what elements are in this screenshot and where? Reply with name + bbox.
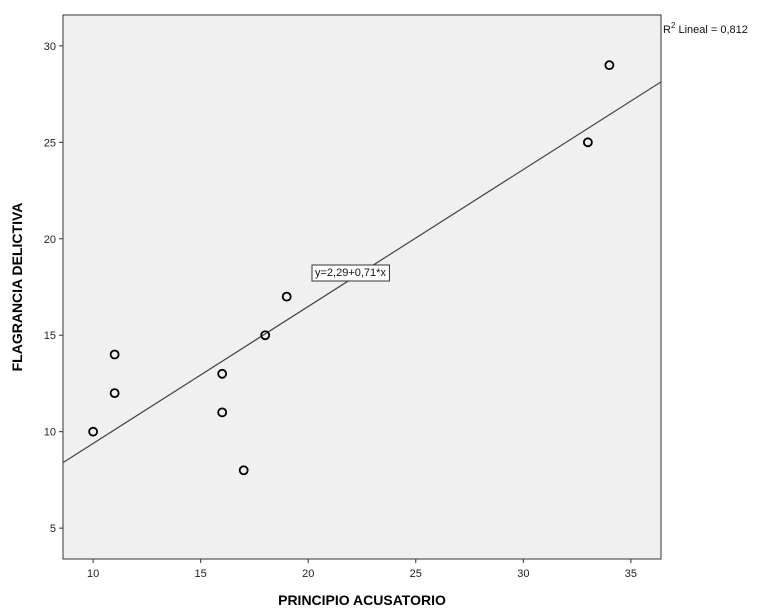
x-axis-ticks: 10 15 20 25 30 35 — [87, 559, 637, 580]
equation-label: y=2,29+0,71*x — [311, 264, 390, 282]
x-tick-label: 30 — [517, 568, 529, 580]
data-point — [217, 407, 228, 418]
x-axis-title: PRINCIPIO ACUSATORIO — [278, 592, 446, 608]
y-axis-ticks: 5 10 15 20 25 30 — [44, 41, 63, 535]
equation-box — [311, 264, 390, 282]
y-tick-label: 15 — [44, 330, 56, 342]
data-points — [88, 60, 615, 476]
x-tick-label: 25 — [410, 568, 422, 580]
data-point — [281, 291, 292, 302]
r-squared-label: R2 Lineal = 0,812 — [663, 21, 748, 36]
plot-area — [62, 14, 662, 560]
x-tick-label: 20 — [302, 568, 314, 580]
r2-prefix: R — [663, 24, 671, 36]
r2-value: Lineal = 0,812 — [675, 24, 747, 36]
y-tick-label: 20 — [44, 234, 56, 246]
y-tick-label: 30 — [44, 41, 56, 53]
y-axis-title: FLAGRANCIA DELICTIVA — [9, 203, 25, 372]
data-point — [604, 60, 615, 71]
data-point — [238, 465, 249, 476]
y-tick-label: 10 — [44, 427, 56, 439]
x-tick-label: 35 — [625, 568, 637, 580]
data-point — [88, 426, 99, 437]
r2-superscript: 2 — [671, 21, 676, 30]
x-tick-label: 15 — [195, 568, 207, 580]
data-point — [109, 349, 120, 360]
data-point — [109, 388, 120, 398]
y-tick-label: 5 — [50, 523, 56, 535]
data-point — [260, 330, 271, 341]
equation-text: y=2,29+0,71*x — [315, 267, 386, 279]
x-tick-label: 10 — [87, 568, 99, 580]
y-tick-label: 25 — [44, 137, 56, 149]
data-point — [582, 137, 593, 148]
data-point — [217, 368, 228, 379]
